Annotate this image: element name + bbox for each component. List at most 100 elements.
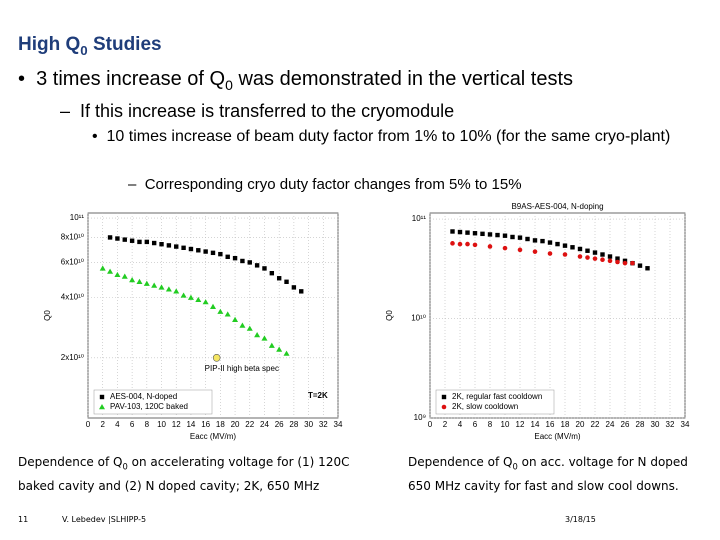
- legend-label: 2K, slow cooldown: [452, 402, 518, 411]
- x-axis-label: Eacc (MV/m): [190, 432, 237, 441]
- point: [158, 284, 165, 290]
- point: [276, 276, 282, 281]
- bullet: • 10 times increase of beam duty factor …: [92, 128, 671, 145]
- caption-text: Dependence of Q: [18, 455, 123, 469]
- point: [532, 249, 538, 254]
- point: [195, 296, 202, 303]
- title-text: Studies: [87, 34, 162, 55]
- point: [562, 243, 568, 248]
- point: [600, 252, 605, 257]
- caption: Dependence of Q0 on acc. voltage for N d…: [408, 452, 713, 496]
- point: [291, 285, 297, 290]
- x-tick-label: 8: [145, 420, 150, 429]
- caption-text: Dependence of Q: [408, 455, 513, 469]
- point: [247, 260, 252, 265]
- point: [143, 280, 150, 286]
- title: High Q0 Studies: [18, 34, 162, 58]
- y-tick-label: 4x10¹⁰: [61, 293, 84, 302]
- point: [441, 394, 447, 400]
- point: [210, 303, 216, 309]
- x-tick-label: 0: [428, 420, 433, 429]
- y-axis-label: Q0: [385, 310, 394, 321]
- x-tick-label: 22: [245, 420, 254, 429]
- x-tick-label: 0: [86, 420, 91, 429]
- point: [299, 289, 304, 294]
- point: [495, 232, 500, 238]
- point: [99, 394, 105, 400]
- point: [122, 237, 127, 242]
- bullet-sub: 0: [225, 77, 233, 93]
- point: [510, 234, 515, 240]
- chart-title: B9AS-AES-004, N-doping: [511, 202, 603, 211]
- annotation: T=2K: [308, 391, 328, 400]
- point: [107, 235, 113, 240]
- point: [121, 273, 128, 279]
- point: [283, 350, 290, 356]
- point: [562, 252, 568, 257]
- point: [615, 259, 620, 265]
- point: [262, 266, 267, 271]
- point: [217, 308, 224, 314]
- x-axis-label: Eacc (MV/m): [534, 432, 581, 441]
- point: [600, 257, 605, 263]
- point: [181, 245, 186, 250]
- point: [254, 332, 261, 338]
- point: [269, 270, 275, 276]
- x-tick-label: 32: [319, 420, 328, 429]
- x-tick-label: 14: [531, 420, 540, 429]
- x-tick-label: 2: [100, 420, 105, 429]
- footer-date: 3/18/15: [565, 515, 596, 524]
- x-tick-label: 4: [115, 420, 120, 429]
- x-tick-label: 6: [473, 420, 478, 429]
- x-tick-label: 10: [157, 420, 166, 429]
- bullet: • 3 times increase of Q0 was demonstrate…: [18, 68, 574, 93]
- x-tick-label: 30: [304, 420, 313, 429]
- caption: Dependence of Q0 on accelerating voltage…: [18, 452, 383, 496]
- point: [450, 241, 455, 246]
- point: [607, 258, 613, 264]
- point: [547, 251, 553, 256]
- point: [630, 260, 635, 266]
- x-tick-label: 28: [289, 420, 298, 429]
- point: [480, 231, 485, 237]
- point: [210, 250, 216, 256]
- point: [592, 256, 598, 261]
- point: [577, 246, 583, 252]
- x-tick-label: 16: [546, 420, 555, 429]
- y-tick-label: 8x10¹⁰: [61, 233, 84, 242]
- point: [577, 254, 583, 259]
- point: [532, 238, 538, 243]
- point: [203, 249, 208, 254]
- point: [99, 265, 106, 271]
- y-tick-label: 10⁹: [414, 413, 426, 422]
- x-tick-label: 34: [681, 420, 690, 429]
- point: [622, 258, 628, 264]
- point: [487, 244, 493, 249]
- point: [441, 404, 447, 410]
- point: [517, 235, 523, 240]
- point: [622, 260, 628, 266]
- point: [502, 245, 508, 251]
- point: [196, 248, 201, 253]
- point: [465, 230, 470, 235]
- point: [107, 268, 114, 274]
- legend-label: PAV-103, 120C baked: [110, 402, 188, 411]
- point: [487, 232, 493, 237]
- point: [525, 236, 530, 242]
- title-text: High Q: [18, 34, 81, 55]
- x-tick-label: 34: [334, 420, 343, 429]
- point: [472, 231, 478, 236]
- point: [115, 236, 120, 241]
- point: [254, 263, 260, 268]
- point: [99, 404, 105, 410]
- point: [284, 279, 289, 284]
- x-tick-label: 10: [501, 420, 510, 429]
- point: [276, 346, 283, 352]
- point: [239, 322, 246, 328]
- legend-box: [435, 389, 555, 415]
- point: [137, 239, 142, 245]
- bullet-text: 3 times increase of Q: [36, 68, 226, 90]
- x-tick-label: 22: [591, 420, 600, 429]
- point: [240, 258, 245, 264]
